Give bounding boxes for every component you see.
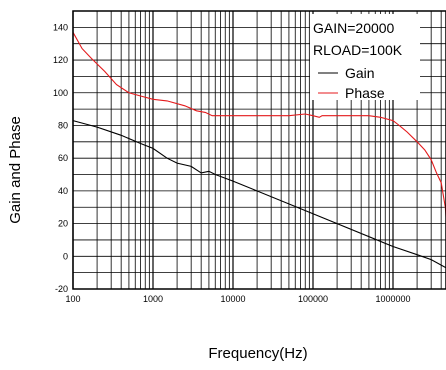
- y-axis-title: Gain and Phase: [7, 116, 24, 224]
- y-tick-label: 60: [58, 153, 68, 163]
- data-series: [72, 32, 446, 269]
- y-tick-label: 0: [63, 251, 68, 261]
- annotation-rload-setting: RLOAD=100K: [313, 42, 403, 58]
- x-axis-title: Frequency(Hz): [208, 345, 307, 362]
- x-tick-label: 10000: [220, 294, 245, 304]
- y-tick-label: 100: [53, 88, 68, 98]
- y-tick-label: 80: [58, 120, 68, 130]
- y-tick-label: 40: [58, 186, 68, 196]
- legend-background: [310, 14, 420, 100]
- x-tick-label: 100: [65, 294, 80, 304]
- annotation-gain-setting: GAIN=20000: [313, 20, 395, 36]
- grid-lines: [72, 10, 446, 290]
- x-tick-label: 100000: [298, 294, 328, 304]
- x-tick-label: 1000: [143, 294, 163, 304]
- series-line-phase: [72, 32, 446, 225]
- x-tick-labels: 100 1000 10000 100000 1000000: [65, 294, 410, 304]
- y-tick-labels: -20 0 20 40 60 80 100 120 140: [53, 22, 68, 294]
- legend-label-gain: Gain: [345, 65, 375, 81]
- legend-label-phase: Phase: [345, 85, 385, 101]
- y-tick-label: 20: [58, 219, 68, 229]
- legend-box: GAIN=20000 RLOAD=100K Gain Phase: [310, 14, 420, 101]
- plot-frame: [72, 10, 446, 290]
- y-tick-label: 140: [53, 22, 68, 32]
- series-line-gain: [72, 120, 446, 269]
- y-tick-label: 120: [53, 55, 68, 65]
- x-tick-label: 1000000: [375, 294, 410, 304]
- y-tick-label: -20: [55, 284, 68, 294]
